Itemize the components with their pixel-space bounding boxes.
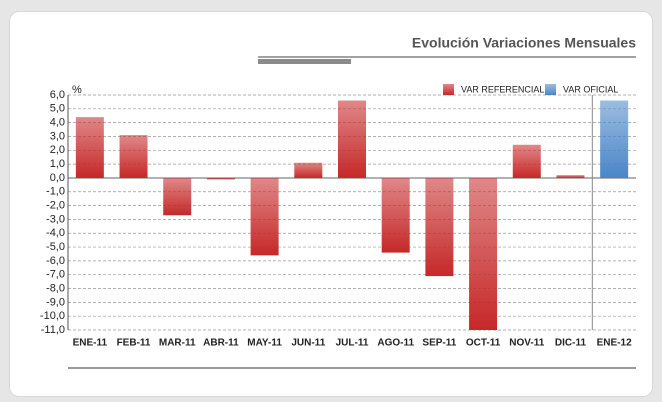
legend-label: VAR REFERENCIAL <box>461 84 544 94</box>
y-tick-label: 2,0 <box>50 144 65 156</box>
x-tick-label: MAY-11 <box>247 338 282 349</box>
bar <box>600 100 629 178</box>
y-tick-label: 3,0 <box>50 130 65 142</box>
bar <box>512 144 541 178</box>
bar <box>163 177 192 216</box>
bar <box>206 177 235 180</box>
x-tick-label: AGO-11 <box>377 338 414 349</box>
y-axis-label: % <box>72 84 82 96</box>
bar <box>75 117 104 178</box>
legend-label: VAR OFICIAL <box>563 84 618 94</box>
y-tick-label: -10,0 <box>40 310 65 322</box>
card <box>9 11 653 397</box>
bar <box>381 177 410 253</box>
x-tick-label: ABR-11 <box>203 338 239 349</box>
y-tick-label: -9,0 <box>46 296 65 308</box>
y-tick-label: -1,0 <box>46 186 65 198</box>
x-tick-label: ENE-11 <box>73 338 108 349</box>
x-tick-label: NOV-11 <box>509 338 544 349</box>
y-tick-label: 5,0 <box>50 103 65 115</box>
y-tick-label: 0,0 <box>50 172 65 184</box>
bar <box>338 100 366 178</box>
legend-swatch <box>545 84 556 95</box>
y-tick-label: -8,0 <box>46 282 65 294</box>
x-tick-label: JUL-11 <box>336 338 369 349</box>
x-tick-label: ENE-12 <box>597 338 632 349</box>
x-tick-label: FEB-11 <box>117 338 151 349</box>
y-tick-label: -11,0 <box>41 324 65 336</box>
y-tick-label: -3,0 <box>46 213 65 225</box>
legend-swatch <box>443 84 454 95</box>
y-tick-label: 4,0 <box>50 117 65 129</box>
y-tick-label: -7,0 <box>46 269 65 281</box>
y-tick-label: -5,0 <box>46 241 65 253</box>
x-tick-label: SEP-11 <box>422 338 456 349</box>
bar <box>469 177 498 330</box>
x-tick-label: JUN-11 <box>291 338 325 349</box>
y-tick-label: -6,0 <box>46 255 65 267</box>
y-tick-label: -4,0 <box>46 227 65 239</box>
bar <box>119 135 148 178</box>
y-tick-label: 1,0 <box>50 158 65 170</box>
y-tick-label: -2,0 <box>46 199 65 211</box>
chart-title: Evolución Variaciones Mensuales <box>412 35 636 51</box>
title-accent <box>258 59 351 64</box>
x-tick-label: DIC-11 <box>555 338 587 349</box>
y-tick-label: 6,0 <box>50 89 65 101</box>
x-tick-label: MAR-11 <box>159 338 196 349</box>
x-tick-label: OCT-11 <box>466 338 501 349</box>
bar <box>425 177 454 277</box>
bar <box>250 177 279 256</box>
bar <box>294 162 323 178</box>
bar <box>556 175 585 178</box>
